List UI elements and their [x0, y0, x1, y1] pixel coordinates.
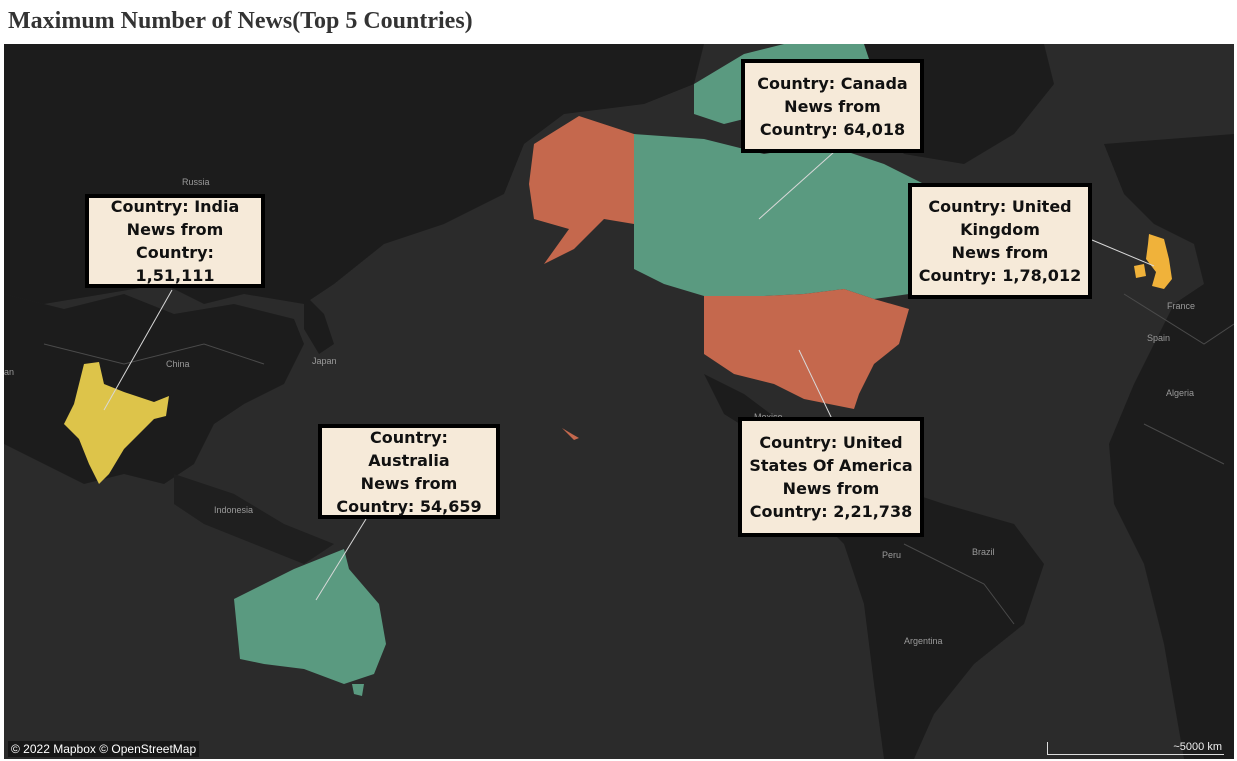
tooltip-usa: Country: United States Of America News f… [738, 417, 924, 537]
tooltip-canada: Country: Canada News from Country: 64,01… [741, 59, 924, 153]
country-tasmania [352, 684, 364, 696]
label-china: China [166, 359, 190, 369]
label-argentina: Argentina [904, 636, 943, 646]
tooltip-canada-line1: Country: Canada [757, 73, 908, 93]
map-canvas[interactable]: Russia China Japan Indonesia France Spai… [4, 44, 1234, 759]
tooltip-uk-line3: News from [951, 243, 1049, 262]
label-indonesia: Indonesia [214, 505, 254, 515]
tooltip-australia-line1: Country: Australia [368, 427, 450, 470]
leader-uk [1091, 239, 1155, 267]
tooltip-usa-line2: States Of America [749, 456, 913, 475]
label-japan: Japan [312, 356, 337, 366]
country-australia [234, 549, 386, 684]
tooltip-india: Country: India News from Country: 1,51,1… [85, 194, 265, 288]
tooltip-usa-line1: Country: United [759, 433, 903, 452]
label-france: France [1167, 301, 1196, 311]
land-se-asia-islands [174, 474, 334, 564]
tooltip-canada-line3: Country: 64,018 [759, 119, 906, 139]
tooltip-canada-line2: News from [784, 96, 881, 116]
tooltip-australia: Country: Australia News from Country: 54… [318, 424, 500, 519]
tooltip-usa-line4: Country: 2,21,738 [749, 502, 913, 521]
tooltip-australia-line3: Country: 54,659 [336, 496, 482, 516]
tooltip-uk-line4: Country: 1,78,012 [918, 266, 1082, 285]
label-brazil: Brazil [972, 547, 995, 557]
label-russia: Russia [182, 177, 210, 187]
tooltip-australia-line2: News from [360, 473, 458, 493]
page-title: Maximum Number of News(Top 5 Countries) [8, 8, 473, 34]
land-japan [304, 294, 334, 354]
land-europe-africa [1104, 134, 1234, 759]
scale-bar [1047, 742, 1224, 755]
leader-canada [758, 151, 835, 220]
label-spain: Spain [1147, 333, 1171, 343]
country-india [64, 362, 169, 484]
tooltip-india-line3: Country: 1,51,111 [135, 243, 215, 285]
tooltip-usa-line3: News from [782, 479, 880, 498]
label-algeria: Algeria [1166, 388, 1195, 398]
tooltip-uk: Country: United Kingdom News from Countr… [908, 183, 1092, 299]
tooltip-uk-line1: Country: United [928, 197, 1072, 216]
map-attribution[interactable]: © 2022 Mapbox © OpenStreetMap [8, 741, 200, 757]
leader-australia [315, 518, 367, 601]
country-ireland [1134, 264, 1146, 278]
tooltip-uk-line2: Kingdom [960, 220, 1040, 239]
country-canada [634, 134, 939, 299]
country-usa [704, 289, 909, 409]
label-west-edge: an [4, 367, 15, 377]
country-uk [1146, 234, 1172, 289]
leader-usa [798, 349, 833, 420]
leader-india [103, 289, 173, 411]
tooltip-india-line2: News from [126, 220, 224, 239]
tooltip-india-line1: Country: India [110, 197, 240, 216]
scale-label: ~5000 km [1173, 741, 1222, 753]
country-hawaii [562, 428, 579, 440]
map-svg [4, 44, 1234, 759]
label-peru: Peru [882, 550, 902, 560]
country-alaska [529, 116, 634, 264]
